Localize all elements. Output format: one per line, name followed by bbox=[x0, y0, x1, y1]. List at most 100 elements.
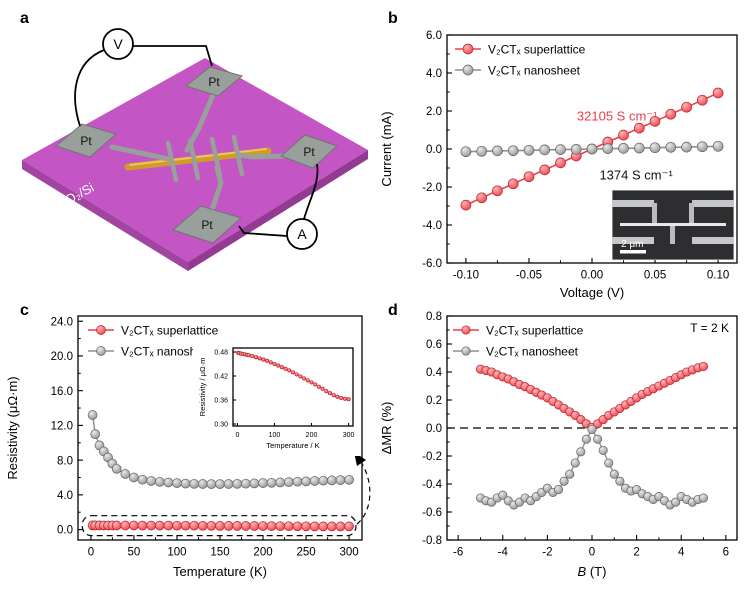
voltmeter-label: V bbox=[113, 36, 123, 52]
electrode-trace-top bbox=[184, 92, 216, 153]
rt-zoom-inset: 0 100 200 300 0.30 0.36 0.42 0.48 Temperature / … bbox=[193, 342, 360, 456]
pt-pad-top bbox=[184, 66, 244, 97]
x-tick-label: 0.10 bbox=[707, 270, 729, 282]
data-point-marker bbox=[180, 520, 191, 531]
data-point-marker bbox=[696, 94, 708, 106]
data-point-marker bbox=[553, 485, 564, 495]
sem-probe-finger bbox=[652, 203, 657, 225]
x-tick-label: -6 bbox=[453, 547, 463, 559]
pt-pad-bottom-label: Pt bbox=[201, 218, 213, 232]
sem-electrode bbox=[692, 237, 734, 244]
legend-symbol-marker bbox=[461, 325, 471, 335]
data-point-marker bbox=[555, 157, 566, 169]
data-point-marker bbox=[272, 361, 277, 367]
y-tick-label: 24.0 bbox=[51, 316, 73, 328]
data-point-marker bbox=[258, 478, 268, 488]
data-point-marker bbox=[266, 477, 277, 488]
data-point-marker bbox=[249, 478, 260, 489]
data-point-marker bbox=[265, 358, 270, 363]
data-point-marker bbox=[120, 520, 131, 531]
y-tick-label: -0.4 bbox=[422, 479, 442, 491]
x-tick-label: 100 bbox=[167, 547, 186, 559]
data-point-marker bbox=[460, 146, 472, 158]
x-tick-label: 4 bbox=[678, 547, 685, 559]
data-point-marker bbox=[87, 410, 98, 420]
data-point-marker bbox=[163, 477, 174, 488]
data-point-marker bbox=[137, 520, 148, 531]
sem-image: 2 μm bbox=[612, 190, 734, 260]
data-point-marker bbox=[137, 474, 148, 485]
data-point-marker bbox=[298, 374, 303, 379]
y-tick-label: 12.0 bbox=[51, 421, 73, 433]
x-tick-label: 0.05 bbox=[644, 270, 666, 282]
data-point-marker bbox=[507, 145, 519, 157]
data-point-marker bbox=[246, 353, 251, 358]
corner-annotation: T = 2 K bbox=[690, 321, 729, 335]
sem-electrode bbox=[692, 200, 734, 207]
electrode-trace-bottom bbox=[209, 165, 224, 213]
data-point-marker bbox=[565, 469, 575, 479]
data-point-marker bbox=[232, 478, 243, 489]
data-point-marker bbox=[649, 115, 661, 127]
data-point-marker bbox=[292, 521, 303, 532]
data-point-marker bbox=[698, 493, 709, 503]
voltmeter-wire-right bbox=[133, 45, 213, 67]
data-point-marker bbox=[346, 397, 351, 402]
data-point-marker bbox=[180, 478, 191, 489]
x-tick-label: 2 bbox=[633, 547, 639, 559]
legend-symbol-marker bbox=[461, 346, 471, 356]
data-point-marker bbox=[633, 122, 645, 134]
y-tick-label: -6.0 bbox=[422, 258, 442, 270]
data-point-marker bbox=[249, 521, 260, 531]
voltmeter-circle bbox=[102, 28, 134, 60]
data-point-marker bbox=[587, 424, 597, 434]
data-point-marker bbox=[189, 478, 200, 489]
y-tick-label: 0.2 bbox=[426, 395, 442, 407]
x-tick-label: 0 bbox=[88, 547, 94, 559]
y-axis-title: Resistivity (μΩ·m) bbox=[5, 376, 20, 479]
data-point-marker bbox=[320, 386, 325, 391]
x-tick-label: 0.00 bbox=[581, 270, 603, 282]
data-point-marker bbox=[223, 479, 234, 489]
iv-chart: -0.10 -0.05 0.00 0.05 0.10 -6.0 -4.0 -2.0 0.0 2.0… bbox=[379, 30, 738, 300]
y-tick-label: 4.0 bbox=[57, 490, 73, 502]
sem-scale-label: 2 μm bbox=[621, 239, 643, 250]
data-point-marker bbox=[492, 185, 503, 197]
data-point-marker bbox=[618, 143, 629, 154]
data-point-marker bbox=[111, 463, 122, 474]
sem-scale-bar bbox=[620, 250, 646, 254]
data-point-marker bbox=[309, 380, 314, 385]
data-point-marker bbox=[344, 474, 354, 485]
data-point-marker bbox=[283, 521, 294, 532]
data-point-marker bbox=[712, 140, 724, 152]
data-point-marker bbox=[313, 382, 318, 387]
data-point-marker bbox=[215, 479, 225, 489]
data-point-marker bbox=[215, 521, 225, 531]
data-point-marker bbox=[250, 353, 255, 359]
data-point-marker bbox=[539, 164, 551, 176]
x-axis-title: Temperature / K bbox=[266, 441, 319, 450]
data-point-marker bbox=[698, 361, 709, 371]
y-tick-label: 0.42 bbox=[214, 374, 228, 381]
data-point-marker bbox=[523, 171, 535, 183]
data-point-marker bbox=[671, 497, 681, 507]
data-point-marker bbox=[240, 521, 251, 531]
data-point-marker bbox=[266, 521, 277, 531]
data-point-marker bbox=[665, 141, 677, 153]
legend-symbol-marker bbox=[462, 43, 474, 55]
electrode-trace-left bbox=[109, 144, 171, 162]
pt-pad-right bbox=[280, 134, 338, 169]
data-point-marker bbox=[90, 429, 101, 439]
data-point-marker bbox=[604, 458, 614, 468]
x-tick-label: 150 bbox=[210, 547, 229, 559]
sem-inset: 2 μm bbox=[612, 190, 734, 260]
data-point-marker bbox=[189, 520, 200, 531]
inset-pointer-arrow bbox=[356, 457, 371, 525]
data-point-marker bbox=[331, 393, 336, 398]
x-tick-label: -0.10 bbox=[453, 270, 479, 282]
legend-label: V₂CTₓ nanosheet bbox=[121, 344, 214, 358]
y-tick-label: 0.48 bbox=[214, 350, 228, 357]
data-point-marker bbox=[287, 368, 292, 373]
nanowire-highlight bbox=[129, 148, 267, 166]
